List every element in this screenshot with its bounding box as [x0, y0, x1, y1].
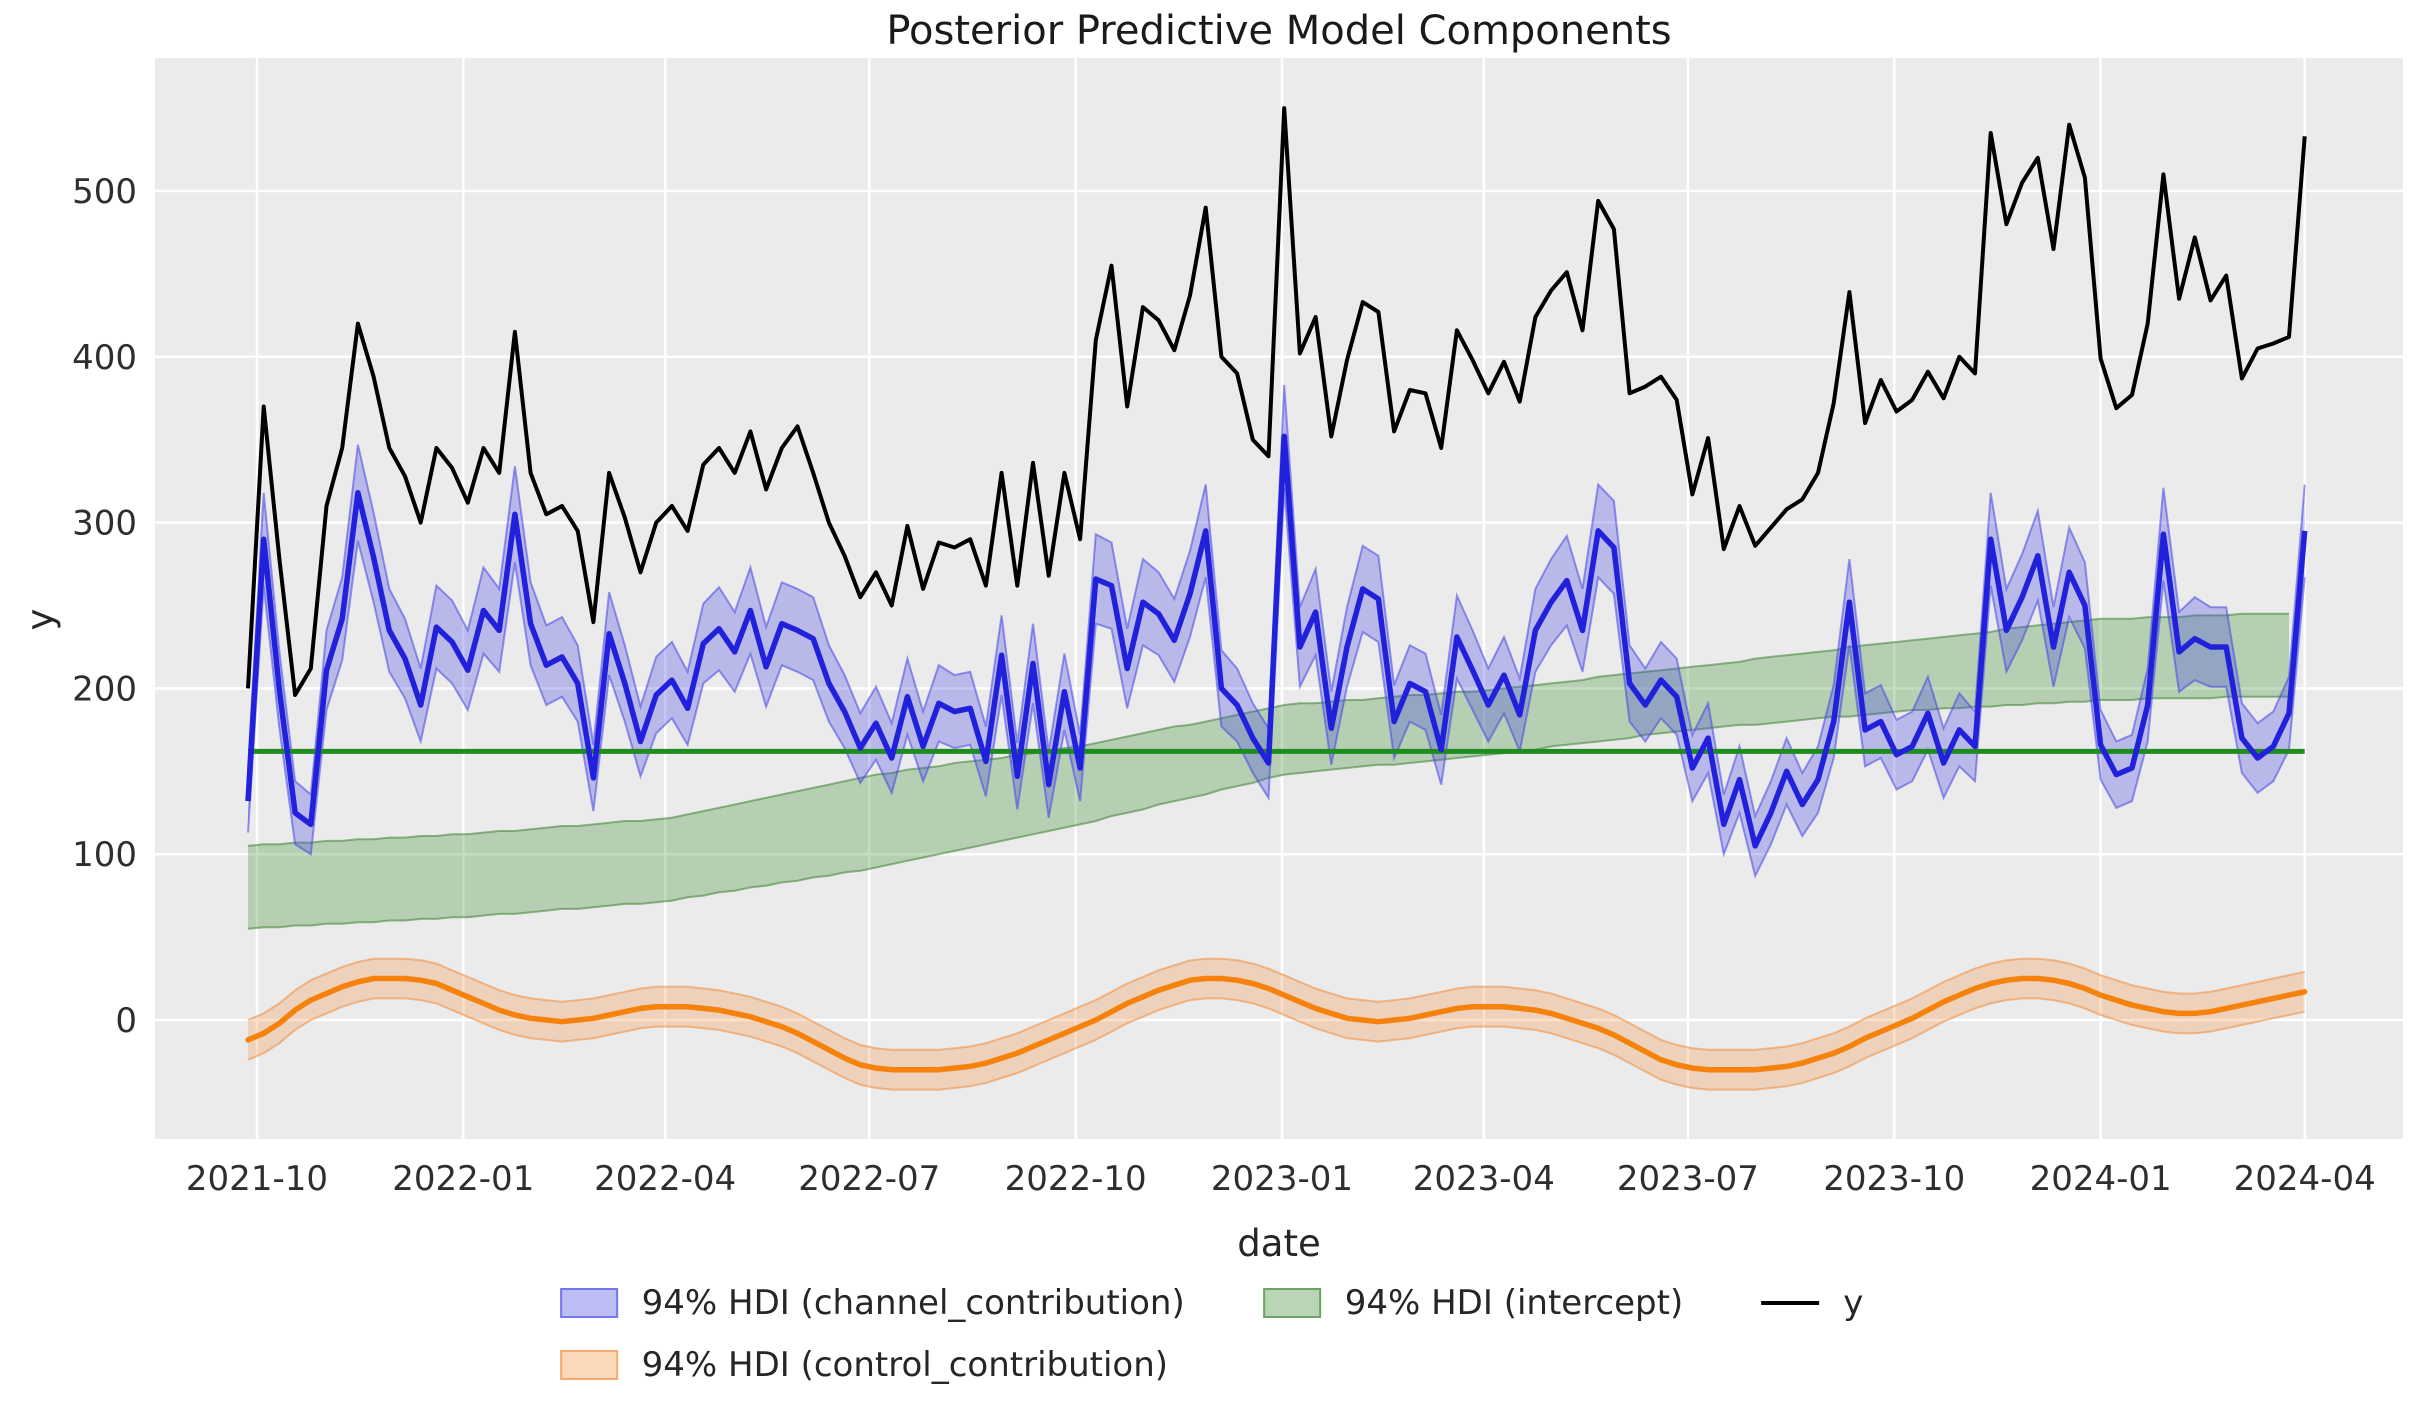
svg-text:400: 400 [72, 338, 137, 378]
svg-text:100: 100 [72, 835, 137, 875]
svg-text:2023-01: 2023-01 [1211, 1159, 1353, 1199]
legend-label-y: y [1843, 1283, 1864, 1323]
svg-text:2022-01: 2022-01 [392, 1159, 534, 1199]
y-axis-label: y [18, 608, 62, 631]
svg-text:2021-10: 2021-10 [186, 1159, 328, 1199]
intercept-hdi-swatch [1262, 1288, 1321, 1318]
x-axis-label: date [1237, 1222, 1321, 1265]
svg-text:2024-04: 2024-04 [2234, 1159, 2376, 1199]
legend-item-control: 94% HDI (control_contribution) [559, 1345, 1185, 1385]
svg-text:500: 500 [72, 172, 137, 212]
legend-item-y: y [1761, 1283, 1863, 1323]
svg-text:0: 0 [115, 1001, 137, 1041]
legend-item-channel: 94% HDI (channel_contribution) [559, 1283, 1185, 1323]
svg-text:2022-04: 2022-04 [594, 1159, 736, 1199]
svg-text:2022-07: 2022-07 [798, 1159, 940, 1199]
legend-label-channel: 94% HDI (channel_contribution) [641, 1283, 1185, 1323]
control-hdi-swatch [559, 1350, 618, 1380]
legend-label-intercept: 94% HDI (intercept) [1344, 1283, 1684, 1323]
svg-text:2024-01: 2024-01 [2030, 1159, 2172, 1199]
svg-text:2023-07: 2023-07 [1617, 1159, 1759, 1199]
svg-text:200: 200 [72, 669, 137, 709]
svg-text:300: 300 [72, 504, 137, 544]
y-line-marker [1761, 1301, 1820, 1305]
chart-title: Posterior Predictive Model Components [886, 8, 1672, 54]
svg-text:2022-10: 2022-10 [1005, 1159, 1147, 1199]
legend-label-control: 94% HDI (control_contribution) [641, 1345, 1169, 1385]
svg-text:2023-10: 2023-10 [1823, 1159, 1965, 1199]
svg-text:2023-04: 2023-04 [1413, 1159, 1555, 1199]
legend-item-intercept: 94% HDI (intercept) [1262, 1283, 1684, 1323]
legend: 94% HDI (channel_contribution) 94% HDI (… [559, 1283, 1863, 1385]
channel-hdi-swatch [559, 1288, 618, 1318]
